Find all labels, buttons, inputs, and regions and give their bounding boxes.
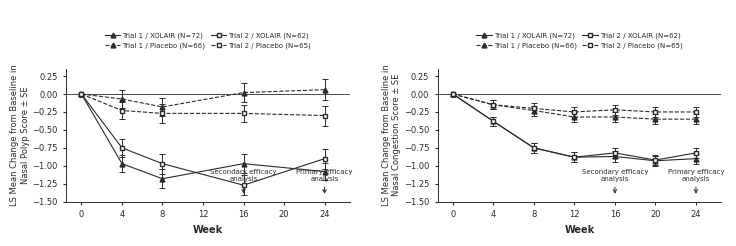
Legend: Trial 1 / XOLAIR (N=72), Trial 1 / Placebo (N=66), Trial 2 / XOLAIR (N=62), Tria: Trial 1 / XOLAIR (N=72), Trial 1 / Place… xyxy=(105,32,311,49)
Legend: Trial 1 / XOLAIR (N=72), Trial 1 / Placebo (N=66), Trial 2 / XOLAIR (N=62), Tria: Trial 1 / XOLAIR (N=72), Trial 1 / Place… xyxy=(476,32,682,49)
X-axis label: Week: Week xyxy=(565,225,595,235)
Text: Primary efficacy
analysis: Primary efficacy analysis xyxy=(297,169,353,193)
Text: Secondary efficacy
analysis: Secondary efficacy analysis xyxy=(210,169,277,193)
Y-axis label: LS Mean Change from Baseline in
Nasal Polyp Score ± SE: LS Mean Change from Baseline in Nasal Po… xyxy=(10,64,29,206)
Text: Secondary efficacy
analysis: Secondary efficacy analysis xyxy=(581,169,648,193)
Y-axis label: LS Mean Change from Baseline in
Nasal Congestion Score ± SE: LS Mean Change from Baseline in Nasal Co… xyxy=(381,64,401,206)
X-axis label: Week: Week xyxy=(193,225,223,235)
Text: Primary efficacy
analysis: Primary efficacy analysis xyxy=(668,169,724,193)
